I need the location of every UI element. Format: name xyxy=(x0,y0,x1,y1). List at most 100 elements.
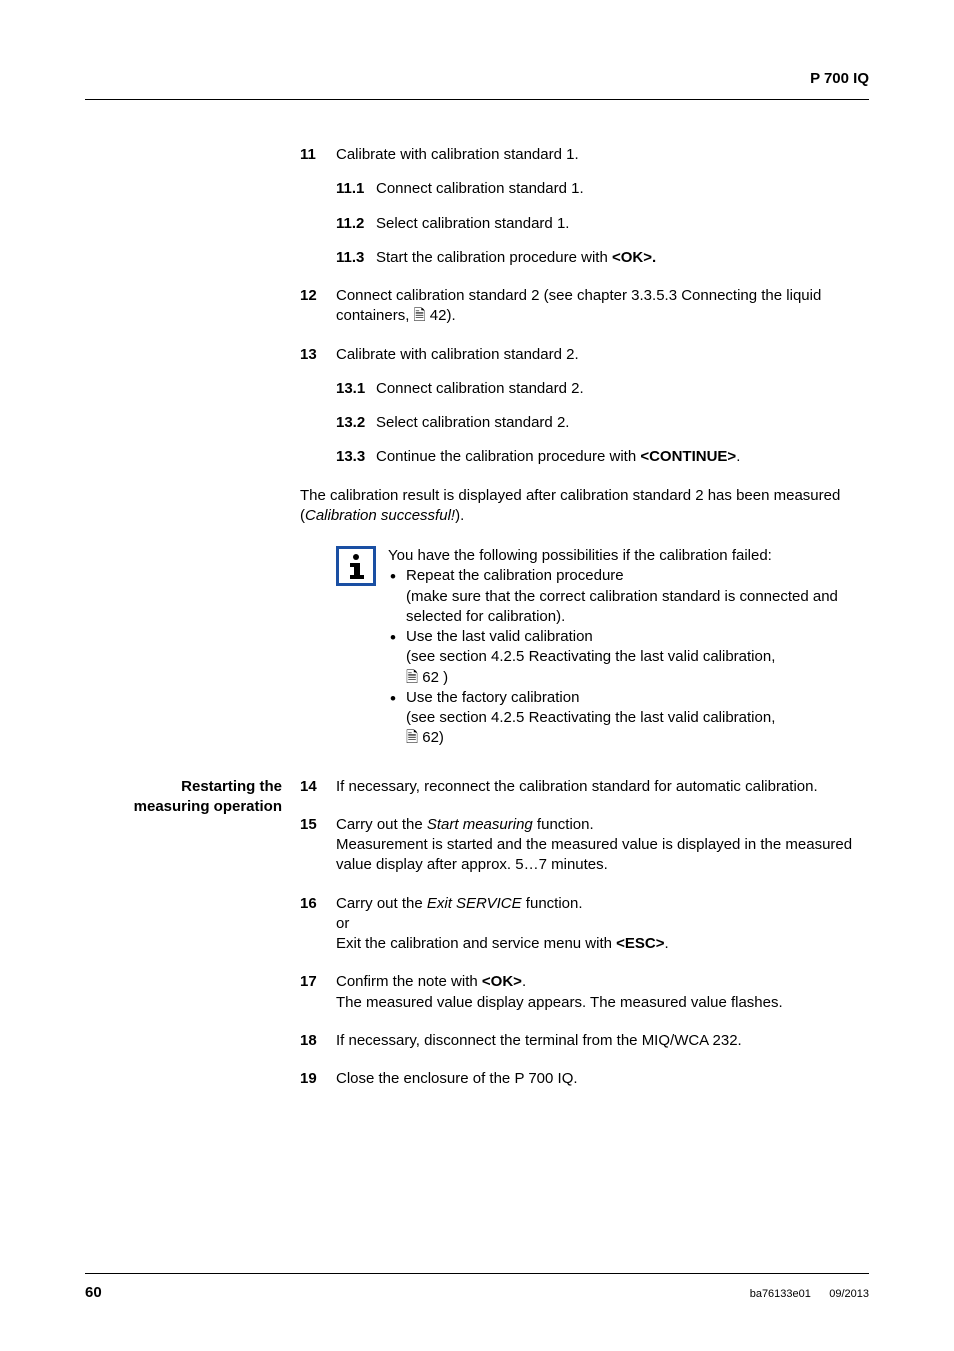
footer-right: ba76133e01 09/2013 xyxy=(750,1288,869,1300)
step-pre: Confirm the note with xyxy=(336,973,482,990)
bullet-line1: Repeat the calibration procedure xyxy=(406,567,624,584)
step-text: Calibrate with calibration standard 2. xyxy=(336,346,579,363)
substep-11-1: 11.1 Connect calibration standard 1. xyxy=(336,179,869,199)
substep-text: Select calibration standard 2. xyxy=(376,413,869,433)
bullet-line2-pre: (see section 4.2.5 Reactivating the last… xyxy=(406,648,775,665)
step-number: 13 xyxy=(300,345,336,468)
content-area-2: Restarting the measuring operation 14 If… xyxy=(85,777,869,1108)
bullet-line1: Use the last valid calibration xyxy=(406,628,593,645)
step-body: Confirm the note with <OK>. The measured… xyxy=(336,972,869,1013)
bullet-line1: Use the factory calibration xyxy=(406,689,579,706)
step-text-pre: Connect calibration standard 2 (see chap… xyxy=(336,287,821,324)
footer: 60 ba76133e01 09/2013 xyxy=(85,1273,869,1301)
step-number: 18 xyxy=(300,1031,336,1051)
footer-rule xyxy=(85,1273,869,1274)
step-or: or xyxy=(336,915,349,932)
bullet-line2-post: 62 ) xyxy=(418,669,448,686)
step-number: 15 xyxy=(300,815,336,876)
result-post: ). xyxy=(455,507,464,524)
info-bullet-3: Use the factory calibration (see section… xyxy=(388,688,869,749)
info-bullet-1: Repeat the calibration procedure (make s… xyxy=(388,566,869,627)
substep-bold: <CONTINUE> xyxy=(640,448,736,465)
step-mid: function. xyxy=(522,895,583,912)
substep-11-3: 11.3 Start the calibration procedure wit… xyxy=(336,248,869,268)
side-label-line2: measuring operation xyxy=(134,798,282,815)
step-text: Calibrate with calibration standard 1. xyxy=(336,146,579,163)
header-title: P 700 IQ xyxy=(85,70,869,87)
step-body: Close the enclosure of the P 700 IQ. xyxy=(336,1069,869,1089)
footer-row: 60 ba76133e01 09/2013 xyxy=(85,1284,869,1301)
step-body: Connect calibration standard 2 (see chap… xyxy=(336,286,869,327)
info-block: You have the following possibilities if … xyxy=(336,546,869,749)
step-tail: The measured value display appears. The … xyxy=(336,994,783,1011)
step-body: Carry out the Exit SERVICE function. or … xyxy=(336,894,869,955)
step-14: 14 If necessary, reconnect the calibrati… xyxy=(300,777,869,797)
left-column xyxy=(85,145,300,777)
substep-number: 11.2 xyxy=(336,214,376,234)
step-pre: Carry out the xyxy=(336,816,427,833)
substep-text: Connect calibration standard 2. xyxy=(376,379,869,399)
substep-prefix: Start the calibration procedure with xyxy=(376,249,612,266)
step-16: 16 Carry out the Exit SERVICE function. … xyxy=(300,894,869,955)
bullet-line2-post: 62) xyxy=(418,729,444,746)
step-italic: Exit SERVICE xyxy=(427,895,522,912)
left-column-2: Restarting the measuring operation xyxy=(85,777,300,1108)
step-mid: . xyxy=(522,973,526,990)
step-13: 13 Calibrate with calibration standard 2… xyxy=(300,345,869,468)
right-column: 11 Calibrate with calibration standard 1… xyxy=(300,145,869,777)
step-tail: Measurement is started and the measured … xyxy=(336,836,852,873)
substep-text: Continue the calibration procedure with … xyxy=(376,447,869,467)
footer-date: 09/2013 xyxy=(829,1288,869,1300)
info-intro: You have the following possibilities if … xyxy=(388,546,869,566)
substep-number: 13.2 xyxy=(336,413,376,433)
substep-number: 13.1 xyxy=(336,379,376,399)
header-rule xyxy=(85,99,869,100)
substep-number: 11.3 xyxy=(336,248,376,268)
step-tail-pre: Exit the calibration and service menu wi… xyxy=(336,935,616,952)
step-tail-bold: <ESC> xyxy=(616,935,664,952)
page-number: 60 xyxy=(85,1284,102,1301)
page-ref-icon: 🗎 xyxy=(406,729,418,746)
page-ref-icon: 🗎 xyxy=(414,307,426,324)
footer-doc: ba76133e01 xyxy=(750,1288,811,1300)
substep-text: Select calibration standard 1. xyxy=(376,214,869,234)
info-body: You have the following possibilities if … xyxy=(388,546,869,749)
result-italic: Calibration successful! xyxy=(305,507,455,524)
step-number: 12 xyxy=(300,286,336,327)
content-area: 11 Calibrate with calibration standard 1… xyxy=(85,145,869,777)
step-pre: Carry out the xyxy=(336,895,427,912)
bullet-line2: (make sure that the correct calibration … xyxy=(406,588,838,625)
step-body: Calibrate with calibration standard 1. 1… xyxy=(336,145,869,268)
step-18: 18 If necessary, disconnect the terminal… xyxy=(300,1031,869,1051)
page-ref-icon: 🗎 xyxy=(406,669,418,686)
step-text-post: 42). xyxy=(426,307,456,324)
substep-13-1: 13.1 Connect calibration standard 2. xyxy=(336,379,869,399)
step-15: 15 Carry out the Start measuring functio… xyxy=(300,815,869,876)
step-number: 16 xyxy=(300,894,336,955)
substep-13-2: 13.2 Select calibration standard 2. xyxy=(336,413,869,433)
step-tail-post: . xyxy=(665,935,669,952)
step-17: 17 Confirm the note with <OK>. The measu… xyxy=(300,972,869,1013)
step-bold: <OK> xyxy=(482,973,522,990)
step-number: 14 xyxy=(300,777,336,797)
substep-bold: <OK>. xyxy=(612,249,656,266)
right-column-2: 14 If necessary, reconnect the calibrati… xyxy=(300,777,869,1108)
step-19: 19 Close the enclosure of the P 700 IQ. xyxy=(300,1069,869,1089)
step-number: 11 xyxy=(300,145,336,268)
step-mid: function. xyxy=(533,816,594,833)
info-bullet-2: Use the last valid calibration (see sect… xyxy=(388,627,869,688)
substep-11-2: 11.2 Select calibration standard 1. xyxy=(336,214,869,234)
step-body: Calibrate with calibration standard 2. 1… xyxy=(336,345,869,468)
step-12: 12 Connect calibration standard 2 (see c… xyxy=(300,286,869,327)
substep-text: Connect calibration standard 1. xyxy=(376,179,869,199)
substep-number: 13.3 xyxy=(336,447,376,467)
step-number: 17 xyxy=(300,972,336,1013)
substep-prefix: Continue the calibration procedure with xyxy=(376,448,640,465)
substep-suffix: . xyxy=(736,448,740,465)
step-body: Carry out the Start measuring function. … xyxy=(336,815,869,876)
step-body: If necessary, disconnect the terminal fr… xyxy=(336,1031,869,1051)
info-icon xyxy=(336,546,376,749)
side-label-line1: Restarting the xyxy=(181,778,282,795)
substep-text: Start the calibration procedure with <OK… xyxy=(376,248,869,268)
substep-number: 11.1 xyxy=(336,179,376,199)
